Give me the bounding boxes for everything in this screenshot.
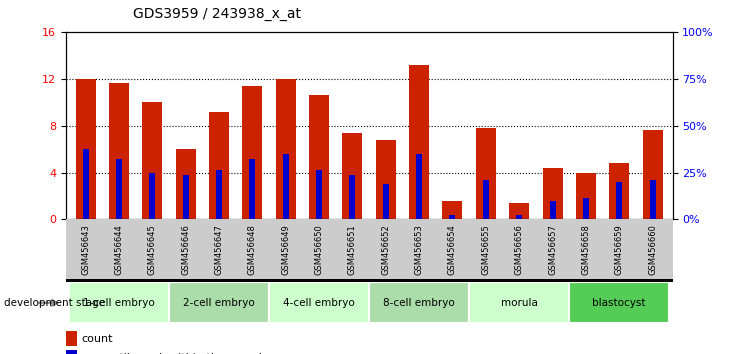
- Bar: [483, 179, 489, 219]
- Bar: [249, 159, 255, 219]
- Bar: [209, 112, 229, 219]
- Text: GSM456648: GSM456648: [248, 224, 257, 275]
- Bar: [69, 282, 169, 323]
- Text: 8-cell embryo: 8-cell embryo: [383, 298, 455, 308]
- Bar: [116, 159, 122, 219]
- Bar: [609, 163, 629, 219]
- Text: GSM456647: GSM456647: [215, 224, 224, 275]
- Bar: [576, 172, 596, 219]
- Text: development stage: development stage: [4, 298, 105, 308]
- Text: 2-cell embryo: 2-cell embryo: [183, 298, 255, 308]
- Bar: [283, 154, 289, 219]
- Bar: [343, 133, 363, 219]
- Text: GSM456656: GSM456656: [515, 224, 523, 275]
- Bar: [316, 170, 322, 219]
- Bar: [476, 128, 496, 219]
- Text: GSM456645: GSM456645: [148, 224, 157, 275]
- Bar: [409, 65, 429, 219]
- Bar: [383, 184, 389, 219]
- Bar: [583, 198, 589, 219]
- Bar: [149, 172, 156, 219]
- Bar: [369, 282, 469, 323]
- Bar: [643, 130, 662, 219]
- Text: GSM456653: GSM456653: [414, 224, 424, 275]
- Bar: [66, 350, 77, 354]
- Text: GSM456650: GSM456650: [314, 224, 324, 275]
- Bar: [276, 79, 296, 219]
- Bar: [243, 86, 262, 219]
- Bar: [83, 149, 88, 219]
- Text: GSM456651: GSM456651: [348, 224, 357, 275]
- Text: GSM456644: GSM456644: [115, 224, 124, 275]
- Bar: [216, 170, 222, 219]
- Bar: [516, 215, 522, 219]
- Bar: [309, 95, 329, 219]
- Text: GSM456660: GSM456660: [648, 224, 657, 275]
- Text: GSM456659: GSM456659: [615, 224, 624, 275]
- Bar: [175, 149, 196, 219]
- Text: blastocyst: blastocyst: [592, 298, 646, 308]
- Bar: [109, 84, 129, 219]
- Bar: [169, 282, 269, 323]
- Text: count: count: [81, 333, 113, 344]
- Bar: [542, 168, 563, 219]
- Bar: [76, 79, 96, 219]
- Bar: [469, 282, 569, 323]
- Text: GSM456649: GSM456649: [281, 224, 290, 275]
- Text: 4-cell embryo: 4-cell embryo: [284, 298, 355, 308]
- Text: GSM456655: GSM456655: [481, 224, 491, 275]
- Text: GSM456654: GSM456654: [448, 224, 457, 275]
- Bar: [569, 282, 669, 323]
- Bar: [376, 140, 395, 219]
- Bar: [269, 282, 369, 323]
- Bar: [349, 175, 355, 219]
- Text: GDS3959 / 243938_x_at: GDS3959 / 243938_x_at: [134, 7, 301, 21]
- Text: GSM456652: GSM456652: [382, 224, 390, 275]
- Bar: [66, 331, 77, 346]
- Bar: [616, 182, 622, 219]
- Text: percentile rank within the sample: percentile rank within the sample: [81, 353, 269, 354]
- Bar: [450, 215, 455, 219]
- Bar: [510, 203, 529, 219]
- Bar: [143, 102, 162, 219]
- Bar: [550, 201, 556, 219]
- Text: GSM456658: GSM456658: [581, 224, 591, 275]
- Text: morula: morula: [501, 298, 537, 308]
- Bar: [416, 154, 423, 219]
- Bar: [183, 175, 189, 219]
- Bar: [442, 201, 463, 219]
- Text: GSM456643: GSM456643: [81, 224, 91, 275]
- Text: GSM456646: GSM456646: [181, 224, 190, 275]
- Bar: [650, 179, 656, 219]
- Text: GSM456657: GSM456657: [548, 224, 557, 275]
- Text: 1-cell embryo: 1-cell embryo: [83, 298, 155, 308]
